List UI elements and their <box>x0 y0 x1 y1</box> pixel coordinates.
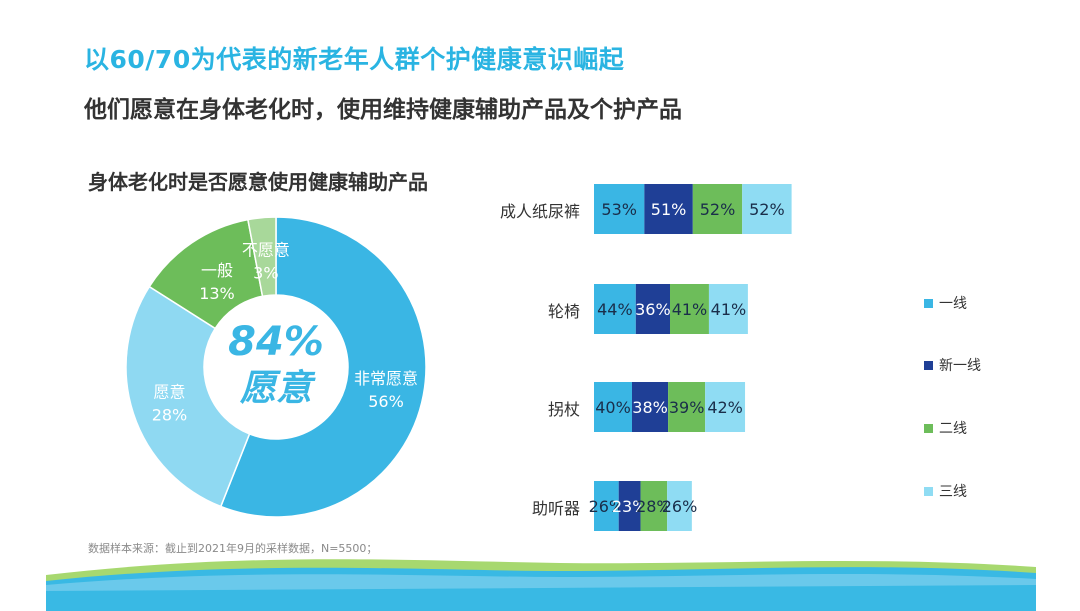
bar-value-label: 36% <box>635 300 671 319</box>
bar-segment <box>742 184 792 234</box>
bar-segment <box>668 382 706 432</box>
bar-value-label: 53% <box>601 200 637 219</box>
bar-category-label: 助听器 <box>531 499 580 518</box>
donut-slice-very-willing <box>219 216 427 518</box>
bar-value-label: 52% <box>749 200 785 219</box>
decorative-wave <box>46 559 1036 611</box>
bar-segment <box>644 184 693 234</box>
legend-item-new-tier1: 新一线 <box>924 355 981 375</box>
bar-segment <box>640 481 668 531</box>
bar-value-label: 51% <box>651 200 687 219</box>
bar-segment <box>708 284 748 334</box>
donut-slice-value: 56% <box>368 392 404 411</box>
bar-value-label: 38% <box>632 398 668 417</box>
bar-value-label: 26% <box>589 497 625 516</box>
legend-swatch <box>924 298 933 308</box>
donut-slice-label: 不愿意 <box>242 240 290 259</box>
legend-label: 二线 <box>939 421 967 437</box>
legend-item-tier3: 三线 <box>924 481 967 501</box>
legend-swatch <box>924 360 933 370</box>
bar-segment <box>705 382 746 432</box>
bar-segment <box>594 284 636 334</box>
legend-label: 一线 <box>939 296 967 312</box>
donut-slice-label: 愿意 <box>153 383 185 402</box>
page-subtitle: 他们愿意在身体老化时，使用维持健康辅助产品及个护产品 <box>84 97 682 123</box>
bar-segment <box>594 382 632 432</box>
bar-value-label: 44% <box>597 300 633 319</box>
bar-category-label: 拐杖 <box>547 400 580 419</box>
legend-item-tier1: 一线 <box>924 293 967 313</box>
legend-label: 三线 <box>939 484 967 500</box>
donut-slice-value: 13% <box>199 284 235 303</box>
donut-slice-label: 非常愿意 <box>354 369 418 388</box>
donut-center-value: 84% <box>228 319 324 365</box>
bar-segment <box>635 284 670 334</box>
bar-segment <box>670 284 709 334</box>
bar-value-label: 41% <box>672 300 708 319</box>
legend-swatch <box>924 486 933 496</box>
bar-value-label: 39% <box>669 398 705 417</box>
bar-segment <box>632 382 669 432</box>
bar-segment <box>594 481 619 531</box>
legend-item-tier2: 二线 <box>924 418 967 438</box>
bar-value-label: 52% <box>700 200 736 219</box>
donut-slice-value: 28% <box>152 406 188 425</box>
donut-slice-label: 一般 <box>201 261 233 280</box>
page-title: 以60/70为代表的新老年人群个护健康意识崛起 <box>84 45 625 74</box>
bar-value-label: 42% <box>707 398 743 417</box>
bar-segment <box>692 184 743 234</box>
bar-value-label: 40% <box>595 398 631 417</box>
bar-segment <box>618 481 641 531</box>
donut-slice-value: 3% <box>253 263 278 282</box>
donut-slice-willing <box>125 285 251 508</box>
donut-chart-title: 身体老化时是否愿意使用健康辅助产品 <box>88 170 428 194</box>
donut-slice-unwilling <box>247 216 277 298</box>
bar-segment <box>667 481 692 531</box>
bar-value-label: 23% <box>612 497 648 516</box>
bar-category-label: 轮椅 <box>547 302 580 321</box>
bar-value-label: 28% <box>636 497 672 516</box>
bar-value-label: 26% <box>662 497 698 516</box>
legend-label: 新一线 <box>939 358 981 374</box>
legend-swatch <box>924 423 933 433</box>
data-source-footnote: 数据样本来源：截止到2021年9月的采样数据，N=5500； <box>88 542 378 555</box>
bar-segment <box>594 184 645 234</box>
donut-center-label: 愿意 <box>239 368 316 409</box>
bar-value-label: 41% <box>711 300 747 319</box>
bar-category-label: 成人纸尿裤 <box>499 202 580 221</box>
